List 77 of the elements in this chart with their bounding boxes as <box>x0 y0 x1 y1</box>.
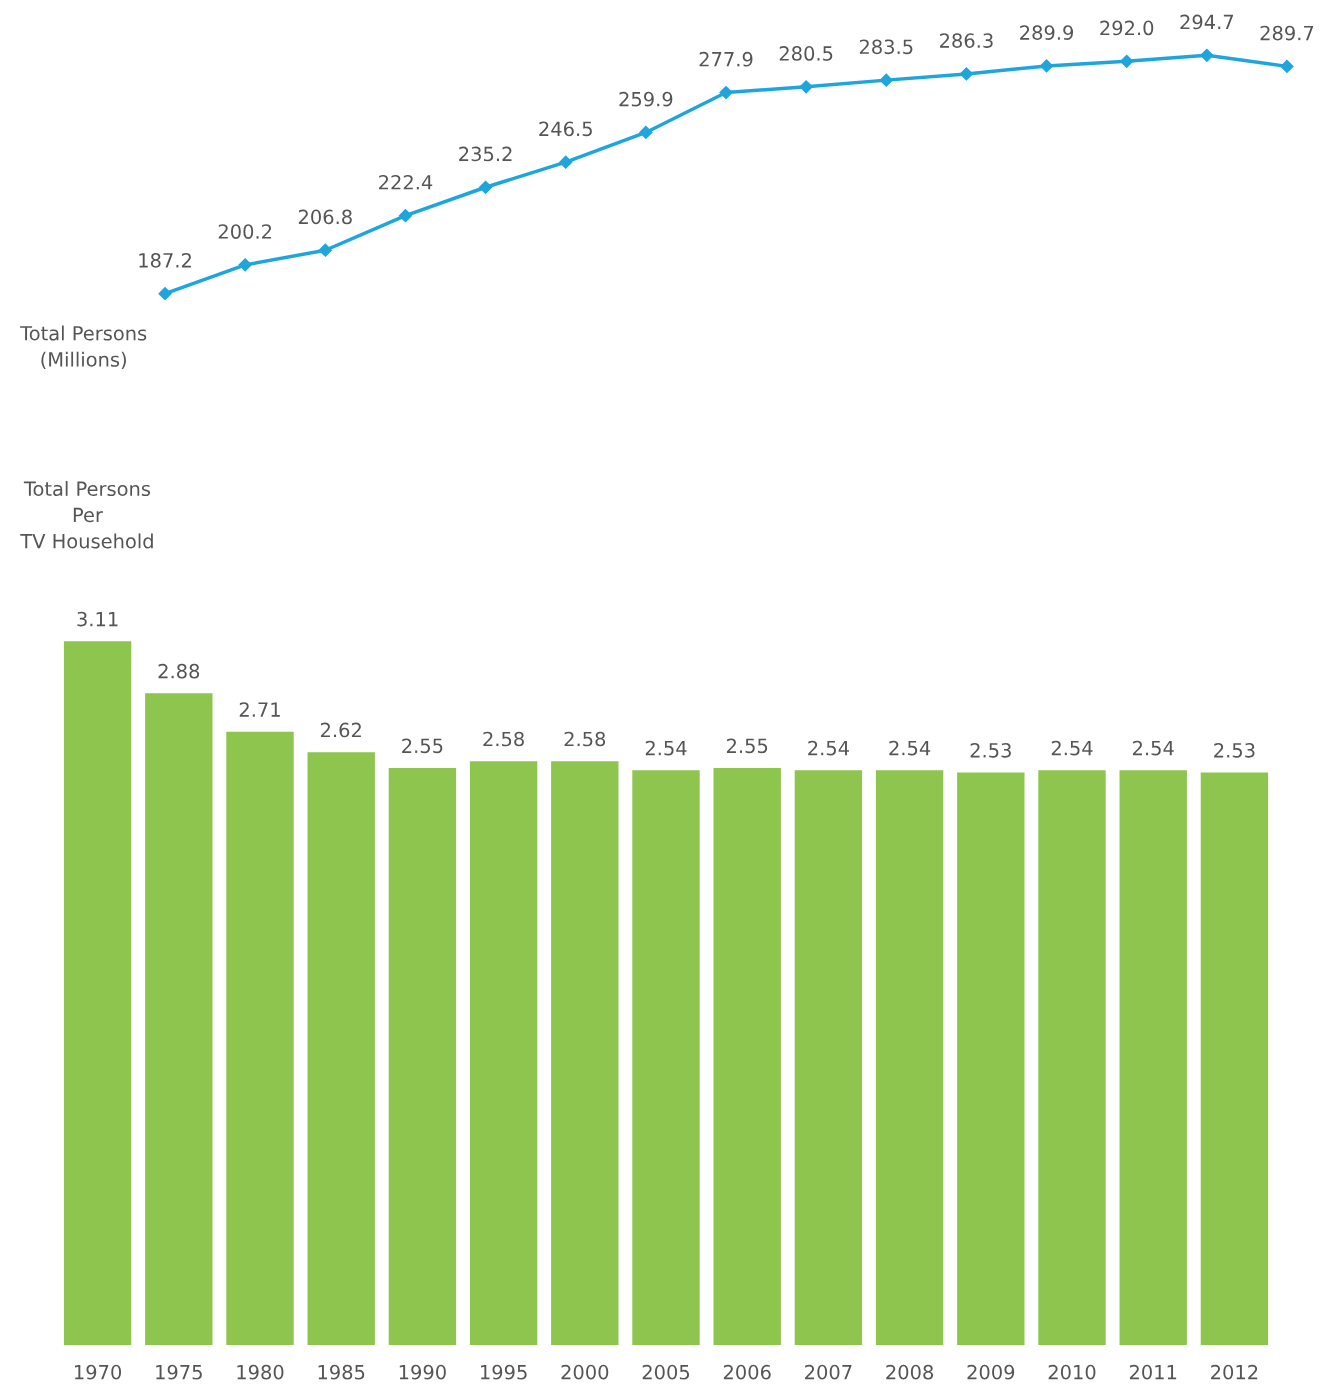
data-label: 2.54 <box>1051 740 1093 756</box>
data-label: 200.2 <box>218 224 272 239</box>
data-label: 235.2 <box>459 146 512 162</box>
x-tick-label: 2000 <box>561 1364 609 1380</box>
data-label: 2.58 <box>564 731 606 747</box>
data-label: 2.55 <box>726 738 768 754</box>
x-tick-label: 2010 <box>1048 1364 1096 1380</box>
x-tick-label: 2007 <box>805 1364 852 1380</box>
point <box>398 209 413 223</box>
point <box>238 258 252 272</box>
data-label: 187.2 <box>139 253 191 268</box>
x-tick-label: 2012 <box>1211 1364 1258 1380</box>
bar <box>713 768 781 1345</box>
data-label: 283.5 <box>859 39 913 55</box>
data-label: 286.3 <box>940 33 993 48</box>
x-tick-label: 1990 <box>399 1364 446 1380</box>
point <box>879 73 893 87</box>
point <box>559 155 573 169</box>
bar <box>875 770 944 1345</box>
data-label: 2.88 <box>158 663 200 679</box>
x-tick-label: 1980 <box>237 1364 284 1380</box>
point <box>959 67 973 81</box>
bar <box>1119 770 1187 1345</box>
data-label: 222.4 <box>379 174 433 190</box>
point <box>639 125 653 140</box>
x-tick-label: 1975 <box>156 1364 202 1380</box>
bar <box>957 772 1025 1345</box>
bar <box>226 731 294 1345</box>
point <box>479 180 493 194</box>
data-label: 294.7 <box>1180 14 1233 30</box>
data-label: 259.9 <box>619 91 673 107</box>
data-label: 289.9 <box>1020 25 1074 40</box>
data-label: 2.55 <box>402 738 443 754</box>
point <box>318 243 332 257</box>
data-label: 2.53 <box>970 742 1011 758</box>
point <box>719 85 733 100</box>
data-label: 2.58 <box>483 731 524 747</box>
bar <box>1200 772 1269 1345</box>
point <box>158 287 172 301</box>
data-label: 2.54 <box>889 740 931 756</box>
data-label: 2.54 <box>645 740 687 756</box>
bar <box>388 768 457 1345</box>
x-tick-label: 2005 <box>642 1364 690 1380</box>
point <box>1280 59 1294 73</box>
y-axis-title: Total Persons Per TV Household <box>20 481 153 549</box>
data-label: 277.9 <box>699 51 753 67</box>
data-label: 2.54 <box>808 740 849 756</box>
data-label: 2.71 <box>239 702 280 717</box>
bar <box>551 761 619 1345</box>
x-tick-label: 1985 <box>318 1364 365 1380</box>
bar <box>307 752 375 1345</box>
x-tick-label: 2006 <box>723 1364 771 1380</box>
data-label: 206.8 <box>298 209 352 225</box>
point <box>1200 48 1214 62</box>
bar <box>469 761 538 1345</box>
data-label: 280.5 <box>779 46 833 61</box>
bar <box>794 770 863 1345</box>
data-label: 2.62 <box>320 722 361 738</box>
point <box>1039 59 1054 73</box>
point <box>1120 54 1134 68</box>
data-label: 2.53 <box>1214 742 1255 758</box>
x-tick-label: 1970 <box>74 1364 122 1380</box>
point <box>799 80 813 94</box>
bar <box>63 641 132 1345</box>
x-tick-label: 1995 <box>480 1364 527 1380</box>
data-label: 292.0 <box>1100 20 1154 36</box>
bar <box>632 770 700 1345</box>
bar <box>145 693 213 1345</box>
bar <box>1038 770 1106 1345</box>
x-tick-label: 2009 <box>967 1364 1015 1380</box>
y-axis-title: Total Persons (Millions) <box>20 325 147 370</box>
x-tick-label: 2011 <box>1129 1364 1177 1380</box>
x-tick-label: 2008 <box>886 1364 934 1380</box>
data-label: 289.7 <box>1260 25 1314 41</box>
data-label: 3.11 <box>77 611 118 627</box>
data-label: 246.5 <box>539 121 592 137</box>
data-label: 2.54 <box>1132 740 1174 756</box>
